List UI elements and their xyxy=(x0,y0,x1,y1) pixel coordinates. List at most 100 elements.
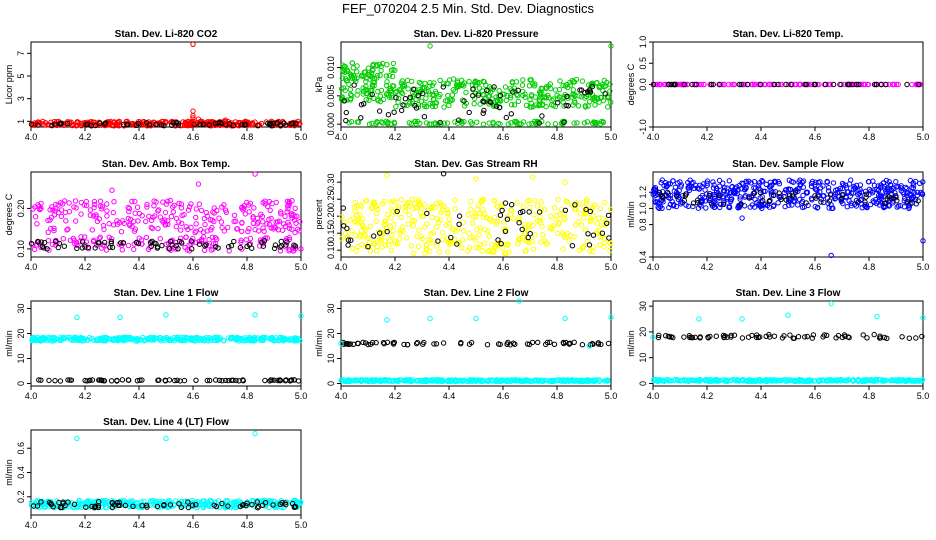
data-point xyxy=(92,245,98,251)
data-point xyxy=(83,239,90,245)
data-point xyxy=(284,239,290,245)
data-point xyxy=(530,174,536,180)
data-point xyxy=(482,240,488,246)
data-point xyxy=(395,241,401,247)
data-point xyxy=(231,212,238,219)
data-point xyxy=(520,119,527,125)
data-point xyxy=(252,171,258,177)
data-point xyxy=(698,81,704,88)
data-point xyxy=(527,77,533,83)
x-tick-label: 4.0 xyxy=(25,391,38,401)
data-point xyxy=(722,185,728,191)
data-point xyxy=(358,228,365,234)
data-point xyxy=(509,202,515,208)
data-point xyxy=(711,377,717,383)
data-point xyxy=(363,78,369,85)
data-point xyxy=(519,82,526,88)
data-point xyxy=(266,221,273,228)
data-point xyxy=(720,332,727,339)
data-point xyxy=(155,208,161,214)
data-point xyxy=(41,245,47,251)
data-point xyxy=(256,228,262,234)
data-point xyxy=(716,81,723,88)
data-point xyxy=(228,377,235,383)
data-point xyxy=(379,201,386,207)
data-point xyxy=(89,503,95,510)
data-point xyxy=(668,81,674,88)
data-point xyxy=(686,377,693,383)
data-point xyxy=(508,111,514,117)
data-point xyxy=(491,214,498,221)
data-point xyxy=(776,190,782,196)
data-point xyxy=(240,207,246,213)
data-point xyxy=(56,210,62,216)
data-point xyxy=(429,240,435,246)
data-point xyxy=(788,81,794,88)
x-tick-label: 4.4 xyxy=(755,132,768,142)
data-point xyxy=(190,108,196,114)
data-point xyxy=(219,204,225,210)
data-point xyxy=(466,341,473,347)
data-point xyxy=(63,499,69,505)
data-point xyxy=(902,195,908,202)
data-point xyxy=(546,94,552,101)
data-point xyxy=(221,228,228,234)
data-point xyxy=(225,503,231,509)
data-point xyxy=(510,377,516,384)
data-point xyxy=(389,93,395,99)
data-point xyxy=(517,209,524,216)
data-point xyxy=(182,121,188,127)
data-point xyxy=(74,245,80,252)
data-point xyxy=(507,95,514,101)
data-point xyxy=(282,223,289,230)
data-point xyxy=(170,209,177,215)
data-point xyxy=(654,199,661,205)
data-point xyxy=(544,339,551,346)
data-point xyxy=(380,96,387,103)
data-point xyxy=(275,377,281,384)
data-point xyxy=(463,89,469,96)
data-point xyxy=(351,82,357,88)
y-tick-label: 0.010 xyxy=(326,56,336,79)
data-point xyxy=(481,79,487,85)
data-point xyxy=(752,196,758,203)
data-point xyxy=(752,377,758,384)
data-point xyxy=(340,85,347,91)
data-point xyxy=(131,246,137,253)
data-point xyxy=(406,212,412,218)
data-point xyxy=(271,224,277,230)
data-point xyxy=(654,81,660,88)
data-point xyxy=(260,225,266,231)
data-point xyxy=(48,501,55,508)
data-point xyxy=(670,203,677,209)
data-point xyxy=(125,121,131,128)
data-point xyxy=(726,178,732,184)
data-point xyxy=(249,502,255,508)
data-point xyxy=(468,198,474,205)
data-point xyxy=(869,190,876,196)
data-point xyxy=(219,378,225,384)
data-point xyxy=(590,232,597,238)
data-point xyxy=(670,178,676,184)
data-point xyxy=(429,377,435,383)
data-point xyxy=(77,239,83,245)
data-point xyxy=(477,101,483,107)
data-point xyxy=(382,377,388,383)
data-point xyxy=(539,113,545,119)
data-point xyxy=(659,177,665,183)
data-point xyxy=(266,198,273,205)
data-point xyxy=(468,119,474,125)
data-point xyxy=(915,377,921,384)
data-point xyxy=(904,190,911,197)
data-point xyxy=(163,435,169,442)
data-point xyxy=(603,377,610,384)
data-point xyxy=(134,500,140,506)
data-point xyxy=(267,378,273,384)
data-point xyxy=(839,195,845,201)
data-point xyxy=(97,198,104,204)
data-point xyxy=(244,243,250,250)
data-point xyxy=(846,81,852,88)
x-tick-label: 5.0 xyxy=(295,262,308,272)
data-point xyxy=(390,67,396,73)
data-point xyxy=(71,237,77,244)
